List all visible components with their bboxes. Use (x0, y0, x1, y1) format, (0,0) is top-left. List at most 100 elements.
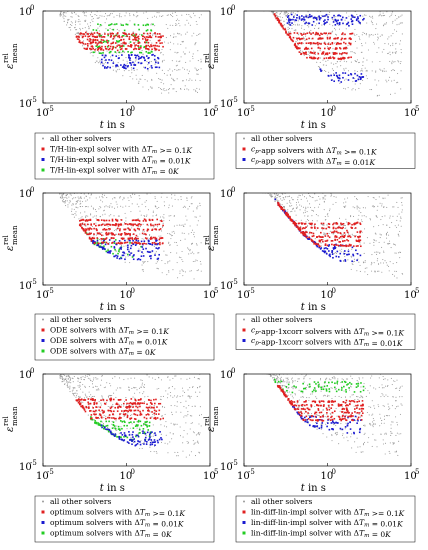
point-other (266, 8, 267, 9)
point-red (154, 228, 156, 230)
point-other (98, 415, 100, 417)
point-other (388, 242, 390, 244)
point-other (60, 375, 62, 377)
point-red (301, 232, 304, 235)
point-other (385, 234, 388, 236)
point-other (85, 205, 88, 208)
point-other (143, 215, 146, 217)
point-other (176, 244, 178, 246)
point-red (143, 36, 146, 38)
point-other (67, 381, 69, 383)
point-other (380, 218, 382, 221)
point-red (277, 203, 279, 206)
point-red (88, 406, 90, 409)
point-blue (333, 245, 336, 248)
point-other (303, 212, 305, 214)
point-other (397, 234, 399, 236)
point-other (64, 378, 67, 381)
point-other (287, 26, 289, 28)
point-red (321, 33, 323, 35)
point-blue (134, 244, 137, 246)
point-green (95, 422, 98, 425)
point-other (175, 411, 177, 413)
point-red (138, 220, 141, 222)
point-other (152, 424, 154, 426)
point-red (140, 398, 142, 400)
point-red (92, 39, 94, 42)
point-red (340, 58, 342, 61)
point-red (152, 224, 154, 227)
point-red (155, 228, 158, 231)
point-green (108, 24, 110, 27)
point-green (146, 29, 149, 31)
point-red (95, 406, 98, 408)
point-other (161, 405, 164, 407)
point-other (70, 29, 72, 31)
point-other (90, 205, 92, 207)
point-other (130, 436, 132, 438)
point-other (176, 262, 178, 264)
point-other (154, 197, 156, 199)
point-other (61, 377, 63, 379)
point-red (92, 41, 95, 44)
point-other (278, 200, 280, 202)
point-green (100, 420, 102, 423)
point-blue (156, 258, 159, 260)
point-other (341, 434, 344, 436)
point-other (167, 393, 169, 395)
x-tick-label: 10 (120, 471, 133, 482)
point-other (401, 211, 403, 213)
point-other (108, 229, 110, 231)
point-red (317, 43, 319, 46)
point-other (353, 260, 355, 263)
point-other (389, 217, 391, 219)
point-blue (106, 67, 108, 69)
point-other (373, 239, 375, 242)
point-other (163, 214, 165, 216)
y-tick-exp: -5 (30, 459, 37, 467)
point-red (91, 35, 94, 38)
point-other (393, 29, 396, 31)
point-other (143, 441, 145, 444)
legend-entry: T/H-lin-expl solver with ΔTm = 0K (50, 166, 179, 177)
point-other (264, 2, 265, 3)
point-blue (332, 247, 335, 249)
point-other (152, 435, 154, 437)
point-blue (102, 64, 104, 67)
point-red (311, 240, 314, 242)
point-red (304, 231, 306, 234)
point-red (102, 241, 105, 243)
point-green (95, 45, 97, 47)
point-red (145, 406, 148, 409)
point-other (304, 215, 306, 217)
point-other (79, 196, 82, 198)
x-tick-label: 10 (36, 471, 49, 482)
point-other (110, 13, 112, 15)
point-blue (338, 77, 340, 79)
point-other (193, 253, 195, 255)
point-other (110, 385, 112, 387)
point-other (143, 261, 145, 263)
point-other (279, 195, 281, 197)
point-other (146, 193, 148, 195)
point-other (189, 249, 191, 251)
y-tick-label: 10 (19, 7, 32, 18)
point-other (399, 230, 401, 232)
point-other (184, 53, 186, 55)
point-other (392, 273, 394, 276)
point-other (188, 51, 190, 53)
point-other (333, 42, 336, 44)
point-other (186, 441, 188, 443)
point-red (85, 31, 87, 34)
point-other (112, 403, 114, 405)
point-blue (360, 73, 363, 75)
point-other (82, 40, 85, 42)
point-other (153, 451, 155, 453)
point-red (152, 406, 154, 409)
point-blue (159, 431, 161, 433)
point-other (192, 440, 194, 442)
point-other (113, 207, 116, 209)
point-other (88, 395, 90, 398)
point-other (268, 8, 269, 9)
